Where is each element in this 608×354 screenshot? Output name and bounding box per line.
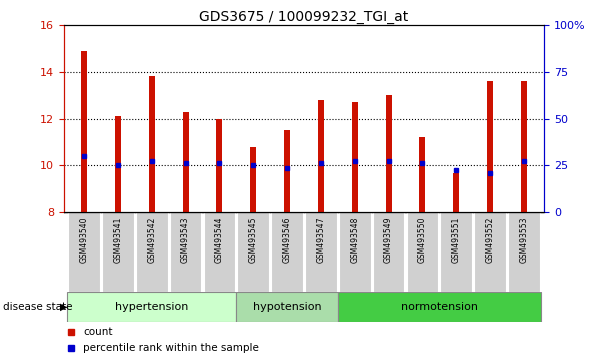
Bar [271,212,303,292]
Bar [508,212,540,292]
Bar [149,76,155,212]
Text: normotension: normotension [401,302,478,312]
Bar [385,95,392,212]
Bar [68,212,100,292]
Bar [237,292,338,322]
Text: GSM493551: GSM493551 [452,216,461,263]
Text: ▶: ▶ [60,302,67,312]
Bar [440,212,472,292]
Bar [338,292,541,322]
Bar [115,116,121,212]
Bar [453,172,459,212]
Text: count: count [83,327,112,337]
Text: GSM493550: GSM493550 [418,216,427,263]
Bar [238,212,269,292]
Text: GSM493542: GSM493542 [147,216,156,263]
Bar [474,212,506,292]
Bar [182,112,188,212]
Bar [204,212,235,292]
Text: GSM493540: GSM493540 [80,216,89,263]
Bar [339,212,370,292]
Text: GSM493544: GSM493544 [215,216,224,263]
Bar [102,212,134,292]
Bar [305,212,337,292]
Text: percentile rank within the sample: percentile rank within the sample [83,343,259,353]
Bar [136,212,168,292]
Text: GSM493545: GSM493545 [249,216,258,263]
Text: GSM493546: GSM493546 [283,216,292,263]
Bar [67,292,237,322]
Text: GSM493543: GSM493543 [181,216,190,263]
Text: GSM493553: GSM493553 [519,216,528,263]
Bar [318,100,324,212]
Text: GSM493548: GSM493548 [350,216,359,263]
Bar [250,147,257,212]
Bar [170,212,201,292]
Bar [373,212,404,292]
Text: GSM493549: GSM493549 [384,216,393,263]
Bar [521,81,527,212]
Bar [420,137,426,212]
Title: GDS3675 / 100099232_TGI_at: GDS3675 / 100099232_TGI_at [199,10,409,24]
Bar [284,130,290,212]
Bar [81,51,87,212]
Bar [407,212,438,292]
Text: GSM493547: GSM493547 [316,216,325,263]
Text: hypotension: hypotension [253,302,322,312]
Text: hypertension: hypertension [115,302,188,312]
Text: disease state: disease state [3,302,72,312]
Text: GSM493552: GSM493552 [486,216,494,263]
Bar [487,81,493,212]
Bar [351,102,358,212]
Bar [216,119,223,212]
Text: GSM493541: GSM493541 [114,216,122,263]
